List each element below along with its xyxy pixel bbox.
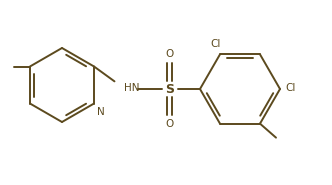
Text: HN: HN [124, 83, 140, 93]
Text: O: O [166, 119, 174, 129]
Text: O: O [166, 49, 174, 59]
Text: Cl: Cl [211, 39, 221, 49]
Text: Cl: Cl [285, 83, 295, 93]
Text: N: N [97, 107, 105, 117]
Text: S: S [165, 83, 175, 95]
